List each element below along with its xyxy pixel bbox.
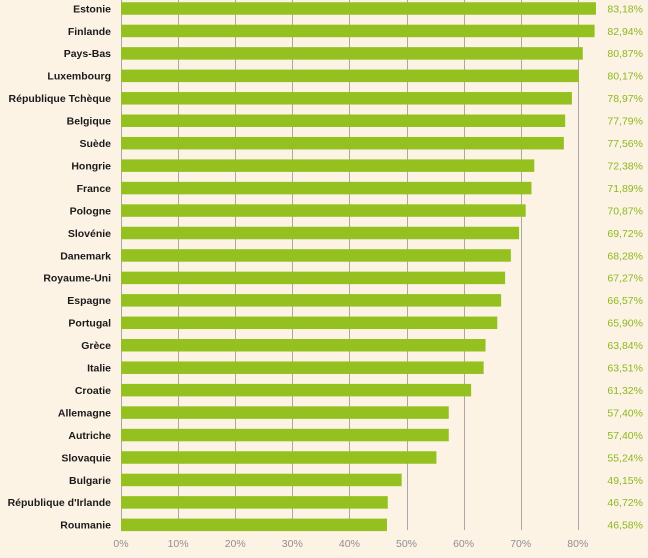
category-label: France bbox=[77, 183, 112, 195]
bar bbox=[121, 69, 579, 83]
bar bbox=[121, 226, 520, 240]
bar bbox=[121, 316, 498, 330]
category-label: Autriche bbox=[68, 430, 111, 442]
value-label: 63,84% bbox=[607, 340, 643, 352]
value-label: 72,38% bbox=[607, 160, 643, 172]
category-label: Espagne bbox=[67, 295, 111, 307]
value-label: 63,51% bbox=[607, 363, 643, 375]
value-label: 49,15% bbox=[607, 475, 643, 487]
value-label: 70,87% bbox=[607, 205, 643, 217]
x-tick-label: 30% bbox=[282, 538, 303, 550]
value-label: 66,57% bbox=[607, 295, 643, 307]
bar bbox=[121, 2, 596, 15]
value-label: 55,24% bbox=[607, 452, 643, 464]
bar bbox=[121, 92, 572, 105]
value-label: 65,90% bbox=[607, 318, 643, 330]
category-label: République Tchèque bbox=[9, 93, 112, 105]
x-tick-label: 60% bbox=[453, 538, 474, 550]
category-label: Hongrie bbox=[71, 160, 111, 172]
category-label: Grèce bbox=[81, 340, 111, 352]
category-label: Bulgarie bbox=[69, 475, 111, 487]
value-label: 77,79% bbox=[607, 116, 643, 128]
bar bbox=[121, 47, 583, 60]
category-label: Suède bbox=[79, 138, 111, 150]
category-label: Finlande bbox=[68, 26, 111, 38]
x-tick-label: 10% bbox=[168, 538, 189, 550]
bar bbox=[121, 204, 526, 217]
bar bbox=[121, 451, 437, 464]
x-axis-tick-labels: 0% 10% 20% 30% 40% 50% 60% 70% 80% bbox=[113, 538, 588, 550]
bar bbox=[121, 24, 595, 38]
bar bbox=[121, 271, 506, 285]
bars bbox=[121, 2, 596, 532]
category-label: Pays-Bas bbox=[64, 48, 111, 60]
x-tick-label: 50% bbox=[396, 538, 417, 550]
bar bbox=[121, 496, 388, 509]
value-label: 71,89% bbox=[607, 183, 643, 195]
bar bbox=[121, 294, 502, 307]
value-label: 83,18% bbox=[607, 3, 643, 15]
value-label: 68,28% bbox=[607, 250, 643, 262]
value-label: 46,72% bbox=[607, 497, 643, 509]
gridlines bbox=[121, 0, 579, 530]
value-label: 61,32% bbox=[607, 385, 643, 397]
category-label: Pologne bbox=[70, 205, 112, 217]
x-tick-label: 70% bbox=[510, 538, 531, 550]
x-tick-label: 40% bbox=[339, 538, 360, 550]
bar bbox=[121, 136, 564, 150]
value-label: 78,97% bbox=[607, 93, 643, 105]
bar bbox=[121, 428, 449, 442]
x-tick-label: 0% bbox=[113, 538, 128, 550]
category-label: Royaume-Uni bbox=[43, 273, 111, 285]
x-tick-label: 20% bbox=[225, 538, 246, 550]
bar bbox=[121, 249, 511, 262]
bar bbox=[121, 114, 566, 127]
category-label: Luxembourg bbox=[47, 71, 111, 83]
value-label: 77,56% bbox=[607, 138, 643, 150]
category-label: Slovaquie bbox=[61, 452, 111, 464]
category-label: République d'Irlande bbox=[8, 497, 112, 509]
bar bbox=[121, 181, 532, 195]
value-label: 69,72% bbox=[607, 228, 643, 240]
value-label: 80,17% bbox=[607, 71, 643, 83]
category-label: Belgique bbox=[67, 116, 111, 128]
bar bbox=[121, 361, 484, 374]
value-label: 57,40% bbox=[607, 407, 643, 419]
category-label: Croatie bbox=[75, 385, 111, 397]
category-label: Portugal bbox=[68, 318, 111, 330]
value-label: 80,87% bbox=[607, 48, 643, 60]
value-label: 46,58% bbox=[607, 520, 643, 532]
value-label: 82,94% bbox=[607, 26, 643, 38]
category-label: Estonie bbox=[73, 3, 111, 15]
value-labels: 83,18% 82,94% 80,87% 80,17% 78,97% 77,79% 77,5… bbox=[607, 3, 643, 531]
category-label: Italie bbox=[87, 363, 111, 375]
bar bbox=[121, 518, 387, 532]
bar bbox=[121, 159, 535, 172]
category-label: Allemagne bbox=[58, 407, 111, 419]
category-label: Slovénie bbox=[68, 228, 111, 240]
x-tick-label: 80% bbox=[567, 538, 588, 550]
category-label: Roumanie bbox=[60, 520, 111, 532]
value-label: 67,27% bbox=[607, 273, 643, 285]
bar bbox=[121, 406, 449, 419]
value-label: 57,40% bbox=[607, 430, 643, 442]
category-labels: Estonie Finlande Pays-Bas Luxembourg Républi… bbox=[8, 3, 112, 531]
bar bbox=[121, 383, 472, 397]
bar bbox=[121, 473, 402, 487]
category-label: Danemark bbox=[60, 250, 111, 262]
bar bbox=[121, 339, 486, 352]
